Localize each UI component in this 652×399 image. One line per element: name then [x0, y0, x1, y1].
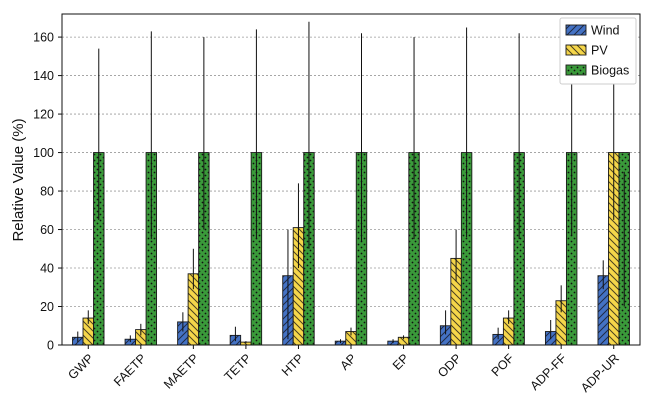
y-tick-label: 0	[47, 339, 54, 353]
y-tick-label: 40	[40, 262, 54, 276]
x-tick-label: TETP	[222, 351, 254, 383]
legend: Wind PV Biogas	[559, 17, 637, 85]
x-tick-label: HTP	[279, 351, 307, 379]
y-tick-label: 60	[40, 223, 54, 237]
x-tick-label: ADP-UR	[578, 351, 622, 394]
x-tick-label: EP	[390, 351, 412, 373]
legend-swatch-hatch	[565, 44, 587, 56]
y-tick-label: 100	[33, 146, 54, 160]
x-tick-label: FAETP	[111, 351, 149, 389]
plot-frame	[61, 13, 641, 346]
x-tick-label: ADP-FF	[527, 351, 569, 393]
y-tick-label: 140	[33, 69, 54, 83]
x-tick-label: MAETP	[161, 351, 201, 391]
legend-label-biogas: Biogas	[591, 64, 629, 78]
y-tick-label: 160	[33, 31, 54, 45]
x-tick-label: GWP	[65, 351, 96, 382]
y-axis-label: Relative Value (%)	[10, 118, 27, 241]
x-tick-label: AP	[337, 351, 359, 373]
error-bars	[77, 21, 625, 344]
y-tick-label: 20	[40, 300, 54, 314]
gridlines	[62, 36, 640, 307]
x-tick-label: POF	[489, 351, 517, 379]
legend-label-pv: PV	[591, 44, 608, 58]
bars	[72, 152, 630, 346]
y-tick-label: 120	[33, 108, 54, 122]
y-tick-label: 80	[40, 185, 54, 199]
legend-swatch-hatch	[565, 24, 587, 36]
legend-swatch-hatch	[565, 64, 587, 76]
x-tick-label: ODP	[435, 351, 464, 380]
legend-label-wind: Wind	[591, 24, 620, 38]
